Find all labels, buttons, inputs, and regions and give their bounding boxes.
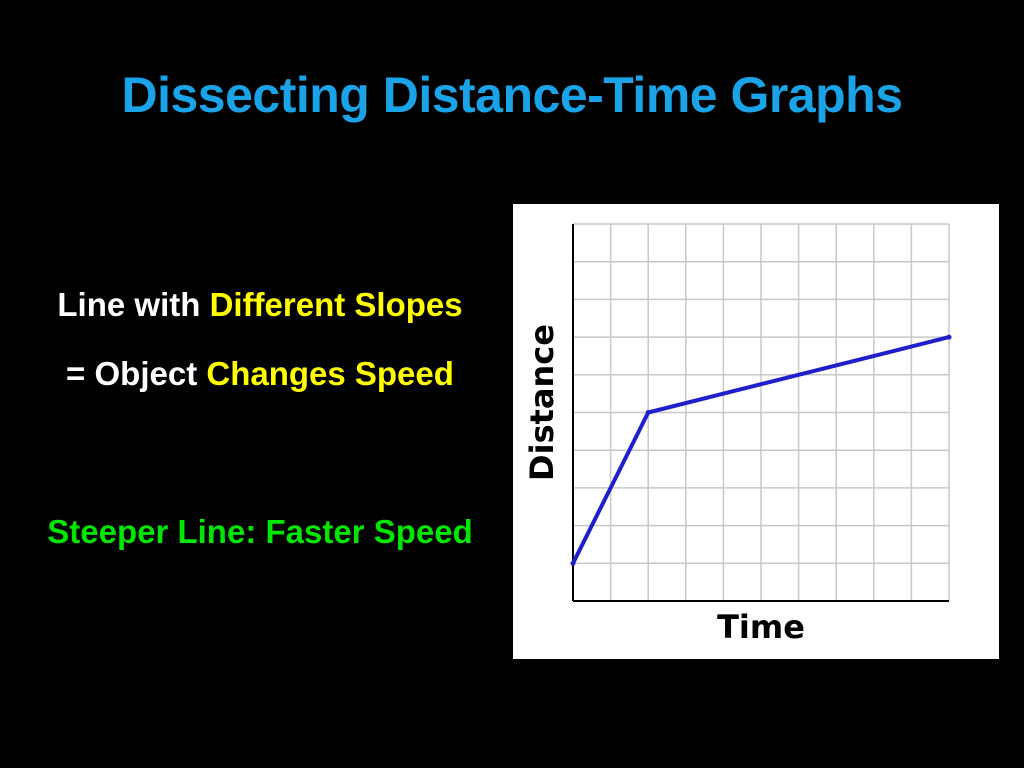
chart-grid bbox=[572, 223, 950, 602]
slope-statement: Line with Different Slopes bbox=[0, 286, 520, 324]
series-point bbox=[645, 410, 651, 415]
chart-canvas: Time Distance bbox=[523, 223, 952, 646]
slope-statement-highlight: Different Slopes bbox=[209, 286, 463, 323]
x-axis-label: Time bbox=[717, 608, 805, 646]
slide-title: Dissecting Distance-Time Graphs bbox=[121, 67, 903, 123]
y-axis-label: Distance bbox=[523, 324, 561, 481]
speed-statement: = Object Changes Speed bbox=[0, 355, 520, 393]
distance-time-chart: Time Distance bbox=[513, 204, 999, 659]
speed-statement-text: = Object bbox=[66, 355, 207, 392]
speed-statement-highlight: Changes Speed bbox=[206, 355, 454, 392]
series-points bbox=[570, 334, 952, 566]
series-point bbox=[946, 334, 952, 340]
steeper-line-note: Steeper Line: Faster Speed bbox=[47, 513, 473, 550]
series-point bbox=[570, 560, 576, 566]
slope-statement-text: Line with bbox=[57, 286, 210, 323]
